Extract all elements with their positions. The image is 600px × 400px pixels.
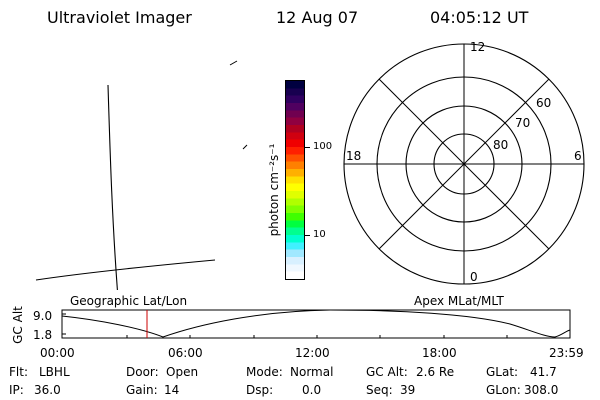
glon-value: 308.0 xyxy=(524,383,559,397)
mode-value: Normal xyxy=(290,365,334,379)
orbit-y-tick-1-8: 1.8 xyxy=(33,328,53,342)
dsp-value: 0.0 xyxy=(302,383,322,397)
polar-diagonal xyxy=(378,78,550,250)
observation-date: 12 Aug 07 xyxy=(276,8,359,27)
mlt-label-18: 18 xyxy=(346,149,361,163)
mlt-label-6: 6 xyxy=(574,149,582,163)
colorbar-tick-label-100: 100 xyxy=(313,141,333,152)
glat-label: GLat: xyxy=(486,365,519,379)
gain-label: Gain: xyxy=(126,383,158,397)
instrument-title: Ultraviolet Imager xyxy=(47,8,192,27)
orbit-altitude-plot xyxy=(61,309,571,339)
colorbar-unit-label: photon cm⁻²s⁻¹ xyxy=(267,143,281,237)
polar-mlt-plot: 12 0 18 6 60 70 80 xyxy=(343,40,585,285)
colorbar-tick xyxy=(305,235,310,236)
orbit-x-tick-1800: 18:00 xyxy=(422,346,457,360)
grid-fragment xyxy=(242,144,248,150)
filter-label: Flt: xyxy=(9,365,28,379)
orbit-x-tick-1200: 12:00 xyxy=(295,346,330,360)
colorbar-tick xyxy=(305,147,310,148)
seq-label: Seq: xyxy=(366,383,393,397)
orbit-plot-frame xyxy=(61,309,571,339)
meridian-line xyxy=(107,84,118,290)
grid-fragment xyxy=(229,60,238,66)
mlt-label-12: 12 xyxy=(470,40,485,54)
gc-alt-value: 2.6 Re xyxy=(416,365,455,379)
mode-label: Mode: xyxy=(246,365,283,379)
geographic-map-panel xyxy=(35,60,248,290)
orbit-x-tick-0600: 06:00 xyxy=(168,346,203,360)
dsp-label: Dsp: xyxy=(246,383,274,397)
orbit-x-tick-2359: 23:59 xyxy=(549,346,584,360)
glat-value: 41.7 xyxy=(530,365,557,379)
colorbar-tick-label-10: 10 xyxy=(313,229,326,240)
seq-value: 39 xyxy=(400,383,416,397)
mlt-label-0: 0 xyxy=(470,270,478,284)
orbit-altitude-curve xyxy=(61,309,571,338)
door-label: Door: xyxy=(126,365,159,379)
filter-value: LBHL xyxy=(39,365,70,379)
gain-value: 14 xyxy=(164,383,180,397)
colorbar xyxy=(285,80,305,280)
apex-coords-title: Apex MLat/MLT xyxy=(414,294,504,308)
glon-label: GLon: xyxy=(486,383,521,397)
ip-label: IP: xyxy=(9,383,24,397)
mlat-label-80: 80 xyxy=(493,138,508,152)
door-value: Open xyxy=(166,365,199,379)
ip-value: 36.0 xyxy=(34,383,61,397)
orbit-x-tick-0000: 00:00 xyxy=(40,346,75,360)
colorbar-gradient xyxy=(286,81,304,279)
gc-alt-label: GC Alt: xyxy=(366,365,408,379)
geographic-coords-title: Geographic Lat/Lon xyxy=(70,294,188,308)
mlat-label-70: 70 xyxy=(515,116,530,130)
orbit-y-tick-9: 9.0 xyxy=(33,309,53,323)
mlat-label-60: 60 xyxy=(536,96,551,110)
parallel-line xyxy=(35,259,216,281)
observation-time: 04:05:12 UT xyxy=(430,8,529,27)
